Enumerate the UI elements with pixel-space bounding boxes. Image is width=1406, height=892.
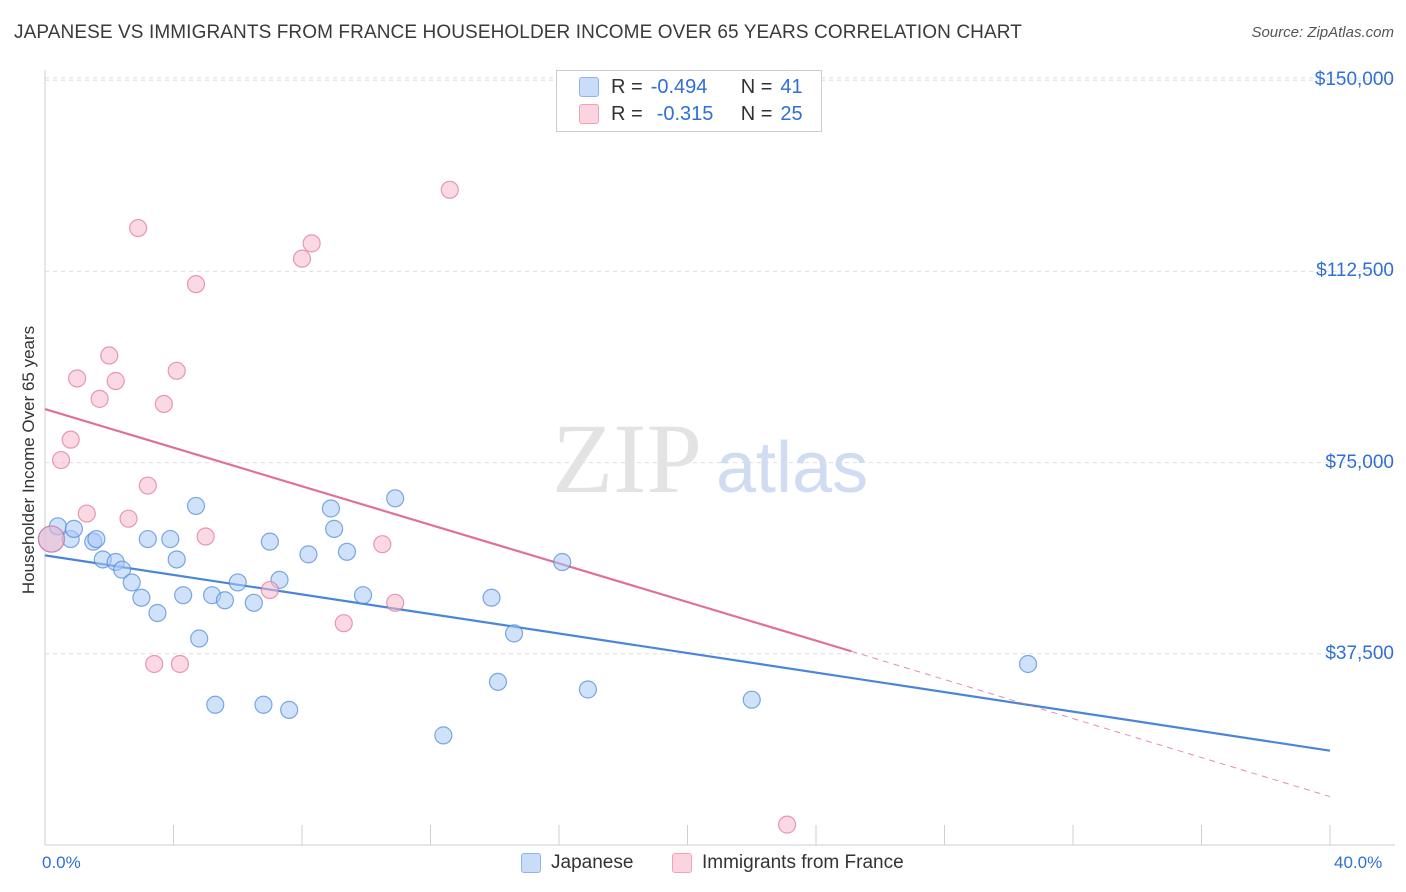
legend-r-value: -0.315 [656, 102, 714, 125]
japanese-point [553, 552, 572, 572]
france-point [145, 654, 164, 674]
y-axis-label: Householder Income Over 65 years [19, 325, 38, 595]
japanese-point [215, 591, 234, 610]
watermark-atlas: atlas [716, 428, 868, 508]
france-point [138, 476, 157, 495]
japanese-point [148, 603, 167, 623]
japanese-point [578, 680, 598, 699]
japanese-point [132, 588, 151, 607]
japanese-point [174, 586, 193, 605]
trend-lines [44, 408, 1331, 798]
france-point [777, 815, 797, 834]
france-point [106, 371, 125, 391]
france-point [129, 218, 148, 238]
japanese-point [112, 560, 132, 579]
legend-row-japanese: R = -0.494 N = 41 [579, 75, 803, 99]
france-point [440, 180, 459, 199]
y-tick-label: $75,000 [1325, 451, 1394, 473]
japanese-point [504, 624, 524, 643]
japanese-point [325, 519, 344, 538]
legend-r-label: R = [611, 102, 643, 125]
japanese-point [488, 672, 508, 691]
data-points [37, 180, 1038, 834]
bottom-legend-swatch-japanese [521, 853, 541, 873]
france-point [100, 346, 119, 365]
france-point [386, 593, 405, 612]
watermark-zip: ZIP [552, 403, 702, 514]
japanese-point [254, 695, 273, 714]
japanese-point [337, 542, 357, 561]
bottom-legend-japanese: Japanese [521, 852, 633, 874]
trend-line-japanese [44, 554, 1331, 752]
japanese-point [1018, 654, 1038, 674]
y-tick-label: $112,500 [1316, 260, 1394, 282]
france-point [68, 369, 87, 388]
legend-n-value: 41 [780, 75, 803, 98]
axes [44, 70, 1395, 846]
trend-line-france [44, 408, 852, 653]
japanese-point [353, 586, 373, 605]
france-point [186, 275, 206, 294]
x-tick-label-right: 40.0% [1334, 853, 1383, 872]
france-point [77, 504, 96, 523]
y-tick-label: $150,000 [1314, 69, 1394, 91]
bottom-legend-label-france: Immigrants from France [702, 852, 904, 873]
legend-r-value: -0.494 [650, 75, 708, 98]
japanese-point [87, 529, 106, 549]
bottom-legend-swatch-france [672, 853, 692, 873]
gridlines [45, 77, 1395, 655]
france-point [51, 450, 71, 470]
france-point [119, 509, 138, 528]
france-point [90, 389, 109, 408]
legend-r-label: R = [611, 75, 643, 98]
chart-title: JAPANESE VS IMMIGRANTS FROM FRANCE HOUSE… [14, 22, 1022, 43]
legend-swatch-france [579, 104, 599, 124]
france-point [302, 234, 321, 253]
france-point [154, 394, 173, 414]
france-point [373, 535, 392, 554]
japanese-point [482, 588, 501, 607]
france-point [37, 525, 66, 553]
japanese-point [386, 489, 405, 508]
france-point [170, 654, 190, 674]
japanese-point [167, 550, 186, 569]
source-label: Source: ZipAtlas.com [1251, 24, 1394, 41]
japanese-point [122, 573, 141, 592]
japanese-point [321, 499, 341, 518]
japanese-point [280, 700, 299, 719]
france-point [334, 614, 353, 633]
legend-swatch-japanese [579, 77, 599, 97]
japanese-point [138, 529, 157, 549]
japanese-point [190, 629, 209, 648]
japanese-point [244, 593, 263, 612]
france-point [167, 361, 186, 380]
japanese-point [206, 695, 225, 714]
bottom-legend-label-japanese: Japanese [551, 852, 634, 873]
trend-line-extension [851, 650, 1331, 798]
legend-row-france: R = -0.315 N = 25 [579, 102, 803, 126]
france-point [61, 430, 80, 449]
japanese-point [161, 529, 180, 549]
france-point [292, 249, 312, 268]
legend-n-label: N = [740, 102, 773, 125]
japanese-point [742, 690, 761, 709]
legend-n-value: 25 [780, 102, 803, 125]
france-point [260, 580, 279, 600]
x-tick-label-left: 0.0% [42, 853, 81, 872]
japanese-point [64, 519, 84, 538]
japanese-point [260, 532, 279, 551]
japanese-point [186, 496, 206, 516]
japanese-point [228, 573, 247, 592]
stats-legend: R = -0.494 N = 41 R = -0.315 N = 25 [556, 70, 822, 132]
y-tick-label: $37,500 [1325, 642, 1394, 664]
japanese-point [434, 726, 453, 745]
japanese-point [299, 545, 318, 564]
bottom-legend-france: Immigrants from France [672, 852, 904, 874]
legend-n-label: N = [740, 75, 773, 98]
france-point [196, 527, 215, 546]
